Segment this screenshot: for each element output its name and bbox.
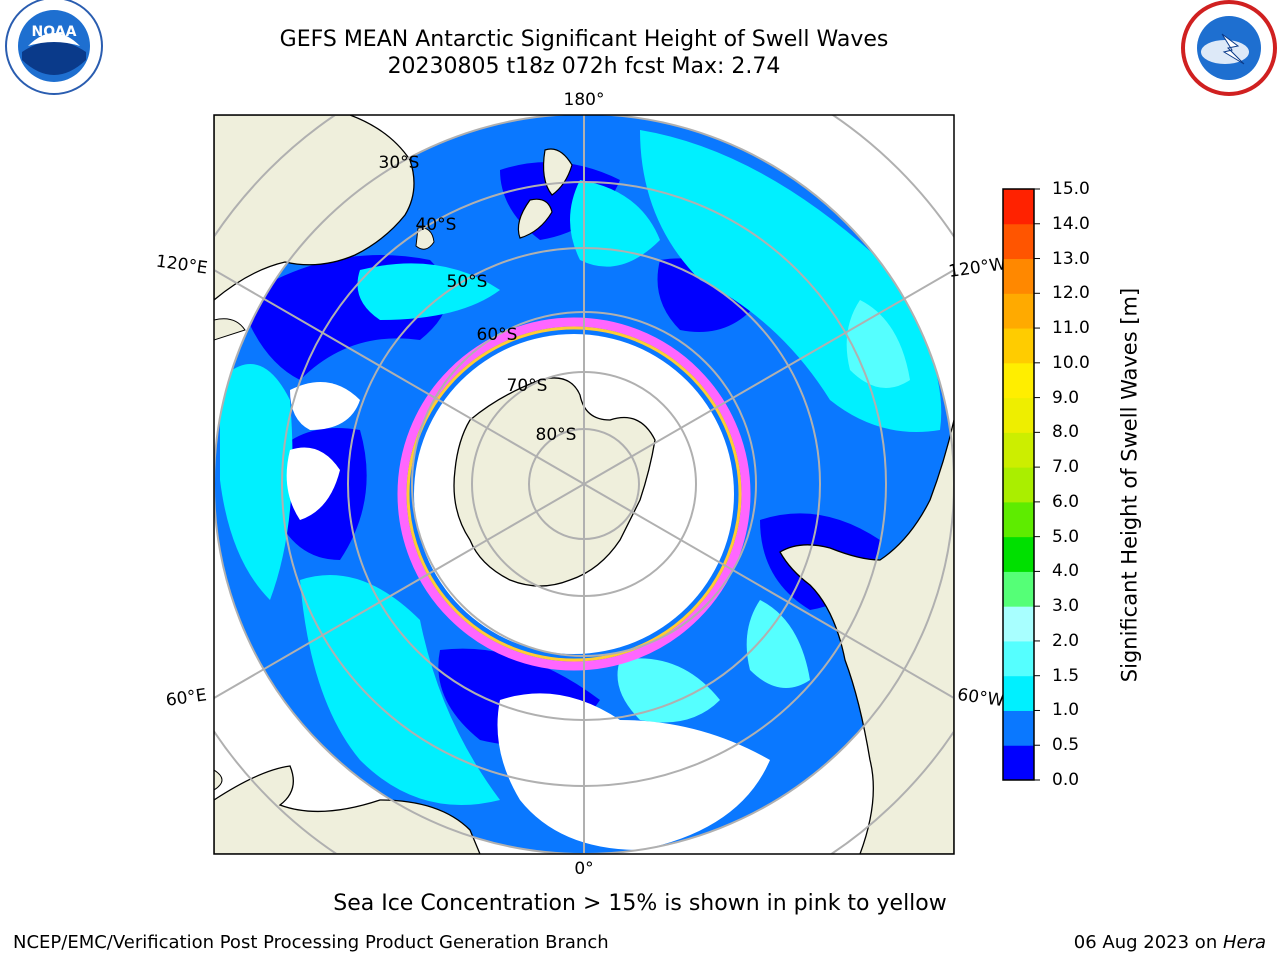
lat-label-70s: 70°S	[507, 376, 548, 396]
colorbar-block	[1003, 258, 1034, 294]
colorbar	[1003, 189, 1034, 781]
colorbar-tick-label: 12.0	[1052, 283, 1090, 304]
lon-label-60w: 60°W	[956, 685, 1005, 711]
swell-field	[214, 115, 954, 854]
footer-host: Hera	[1222, 932, 1266, 953]
australia-landmass	[214, 115, 415, 301]
colorbar-tick-label: 2.0	[1052, 630, 1080, 651]
colorbar-block	[1003, 640, 1034, 677]
colorbar-label: Significant Height of Swell Waves [m]	[1117, 287, 1142, 683]
colorbar-tick-label: 8.0	[1052, 422, 1080, 443]
lon-label-60e: 60°E	[165, 685, 208, 710]
footer-credit: NCEP/EMC/Verification Post Processing Pr…	[13, 932, 609, 953]
colorbar-tick-label: 15.0	[1052, 179, 1090, 199]
colorbar-tick-label: 9.0	[1052, 387, 1080, 408]
colorbar-block	[1003, 745, 1034, 781]
colorbar-tick-label: 7.0	[1052, 457, 1080, 478]
lon-label-120e: 120°E	[155, 252, 209, 279]
sea-ice-note: Sea Ice Concentration > 15% is shown in …	[333, 891, 947, 916]
lat-label-80s: 80°S	[536, 425, 577, 445]
colorbar-tick-label: 1.0	[1052, 700, 1080, 721]
colorbar-block	[1003, 675, 1034, 711]
colorbar-block	[1003, 293, 1034, 329]
colorbar-tick-label: 10.0	[1052, 352, 1090, 373]
colorbar-block	[1003, 536, 1034, 572]
map-panel	[214, 115, 954, 854]
colorbar-tick-marks	[1034, 188, 1040, 781]
footer-date-text: 06 Aug 2023 on	[1073, 932, 1223, 953]
colorbar-block	[1003, 571, 1034, 607]
lat-label-40s: 40°S	[416, 215, 457, 235]
nws-logo	[1181, 0, 1277, 96]
colorbar-tick-label: 5.0	[1052, 526, 1080, 547]
colorbar-block	[1003, 467, 1034, 503]
south-america-landmass	[779, 419, 954, 854]
lon-label-0: 0°	[574, 859, 593, 879]
colorbar-tick-label: 6.0	[1052, 491, 1080, 512]
antarctica-landmass	[453, 377, 656, 587]
lat-label-50s: 50°S	[447, 272, 488, 292]
colorbar-tick-label: 14.0	[1052, 213, 1090, 234]
lat-label-30s: 30°S	[379, 153, 420, 173]
lon-label-180: 180°	[564, 90, 605, 110]
colorbar-tick-label: 1.5	[1052, 665, 1080, 686]
colorbar-block	[1003, 432, 1034, 468]
new-zealand-south	[517, 198, 553, 239]
colorbar-block	[1003, 606, 1034, 642]
colorbar-block	[1003, 710, 1034, 746]
noaa-logo-text: NOAA	[32, 24, 77, 40]
colorbar-block	[1003, 501, 1034, 538]
africa-landmass	[214, 765, 481, 854]
graticule	[214, 115, 954, 854]
colorbar-tick-label: 0.5	[1052, 735, 1080, 756]
map-title: GEFS MEAN Antarctic Significant Height o…	[279, 27, 889, 52]
colorbar-tick-label: 3.0	[1052, 596, 1080, 617]
colorbar-block	[1003, 223, 1034, 260]
map-subtitle: 20230805 t18z 072h fcst Max: 2.74	[387, 54, 781, 79]
lon-label-120w: 120°W	[947, 254, 1007, 282]
colorbar-block	[1003, 397, 1034, 433]
colorbar-block	[1003, 362, 1034, 399]
colorbar-block	[1003, 328, 1034, 364]
footer-date: 06 Aug 2023 on Hera	[1074, 932, 1266, 953]
colorbar-frame	[1002, 188, 1035, 781]
colorbar-tick-label: 13.0	[1052, 248, 1090, 269]
colorbar-block	[1003, 189, 1034, 225]
noaa-logo: NOAA	[5, 0, 103, 95]
colorbar-tick-label: 4.0	[1052, 561, 1080, 582]
colorbar-tick-label: 11.0	[1052, 318, 1090, 339]
lat-label-60s: 60°S	[477, 325, 518, 345]
colorbar-tick-label: 0.0	[1052, 770, 1080, 790]
